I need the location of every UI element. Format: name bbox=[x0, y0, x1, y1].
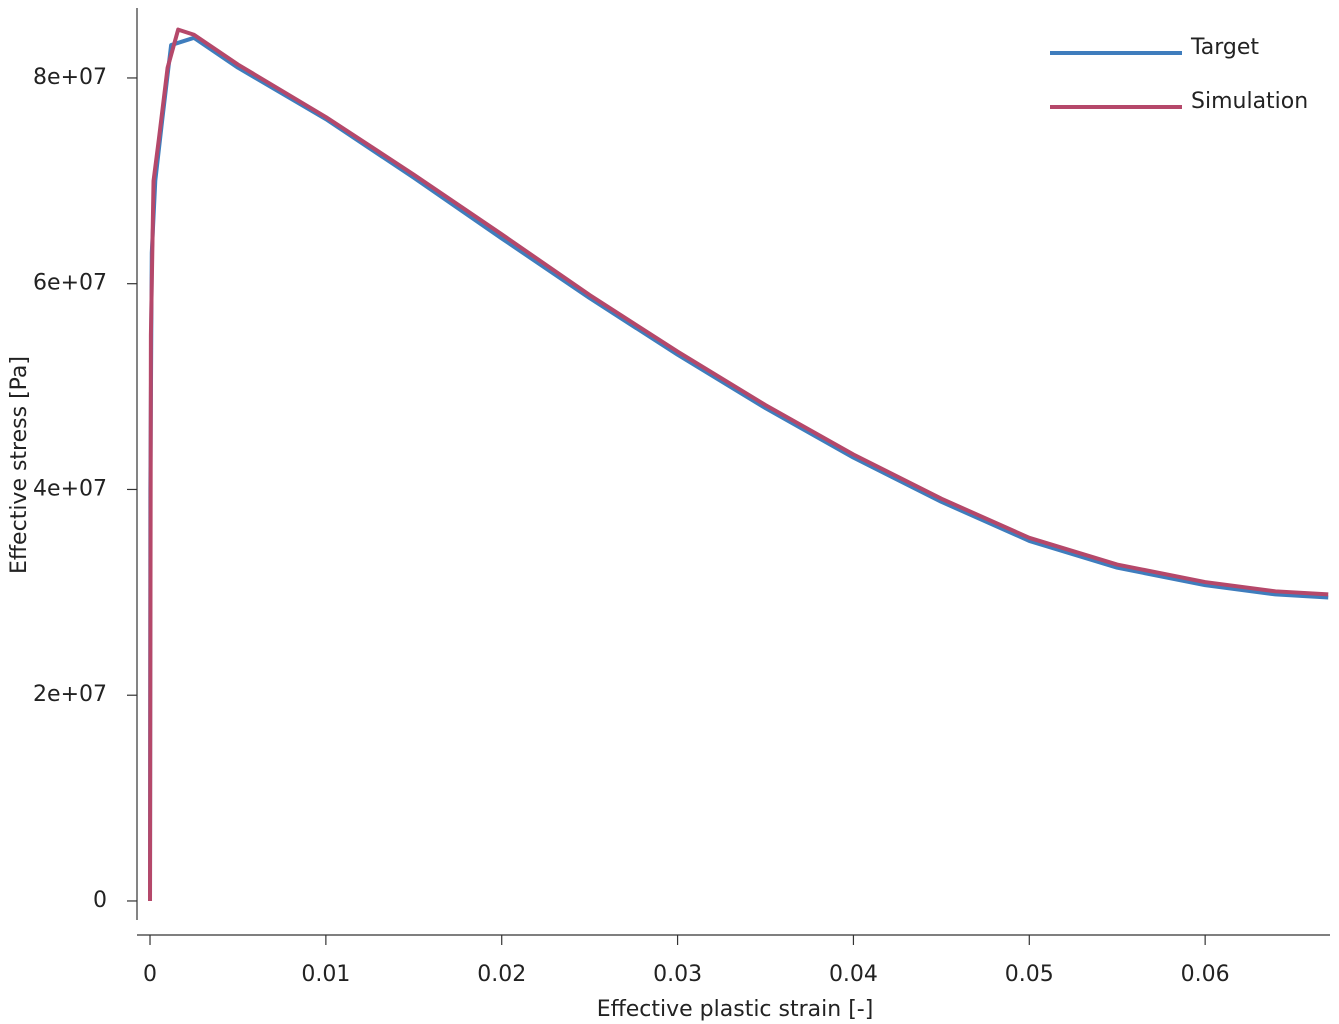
series-line bbox=[148, 27, 1329, 901]
y-axis-label: Effective stress [Pa] bbox=[7, 356, 32, 574]
x-tick-label: 0 bbox=[143, 962, 157, 987]
x-axis-label: Effective plastic strain [-] bbox=[597, 997, 874, 1022]
y-tick-label: 4e+07 bbox=[33, 476, 107, 501]
x-tick-label: 0.05 bbox=[1005, 962, 1054, 987]
x-tick-label: 0.01 bbox=[301, 962, 350, 987]
x-tick-label: 0.04 bbox=[829, 962, 878, 987]
legend-label: Target bbox=[1190, 35, 1259, 60]
y-tick-label: 8e+07 bbox=[33, 65, 107, 90]
x-tick-label: 0.03 bbox=[653, 962, 702, 987]
x-tick-label: 0.02 bbox=[477, 962, 526, 987]
y-tick-label: 6e+07 bbox=[33, 271, 107, 296]
series-line bbox=[148, 35, 1329, 901]
x-tick-label: 0.06 bbox=[1181, 962, 1230, 987]
y-tick-label: 0 bbox=[93, 888, 107, 913]
legend-label: Simulation bbox=[1191, 89, 1308, 114]
y-tick-label: 2e+07 bbox=[33, 682, 107, 707]
